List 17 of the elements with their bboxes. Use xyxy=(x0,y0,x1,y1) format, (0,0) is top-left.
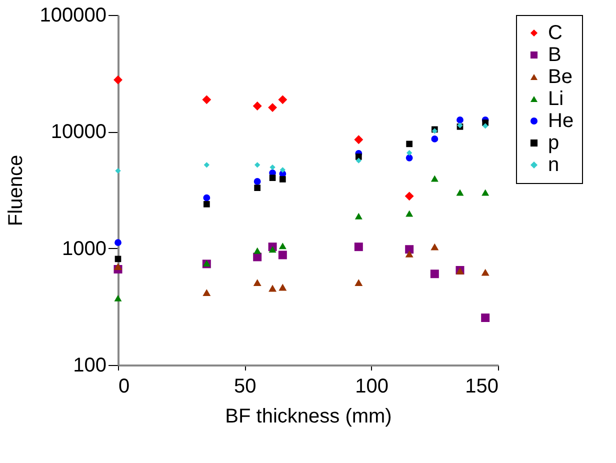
y-tick-label: 10000 xyxy=(50,121,106,144)
x-tick-label: 50 xyxy=(234,376,256,398)
y-tick-label: 100 xyxy=(73,354,106,376)
legend-label: B xyxy=(548,44,562,66)
y-tick-label: 100000 xyxy=(40,4,106,26)
legend-label: p xyxy=(548,132,560,154)
x-tick-label: 150 xyxy=(465,376,498,398)
y-axis-title: Fluence xyxy=(4,154,27,226)
legend-label: C xyxy=(548,22,562,44)
legend-label: Li xyxy=(548,88,564,110)
x-tick-label: 0 xyxy=(118,376,130,398)
x-axis-title: BF thickness (mm) xyxy=(225,406,392,428)
y-tick-label: 1000 xyxy=(62,238,106,260)
x-tick-label: 100 xyxy=(355,376,389,398)
legend-label: He xyxy=(548,110,574,132)
legend-label: n xyxy=(548,154,560,176)
legend-label: Be xyxy=(548,66,572,88)
